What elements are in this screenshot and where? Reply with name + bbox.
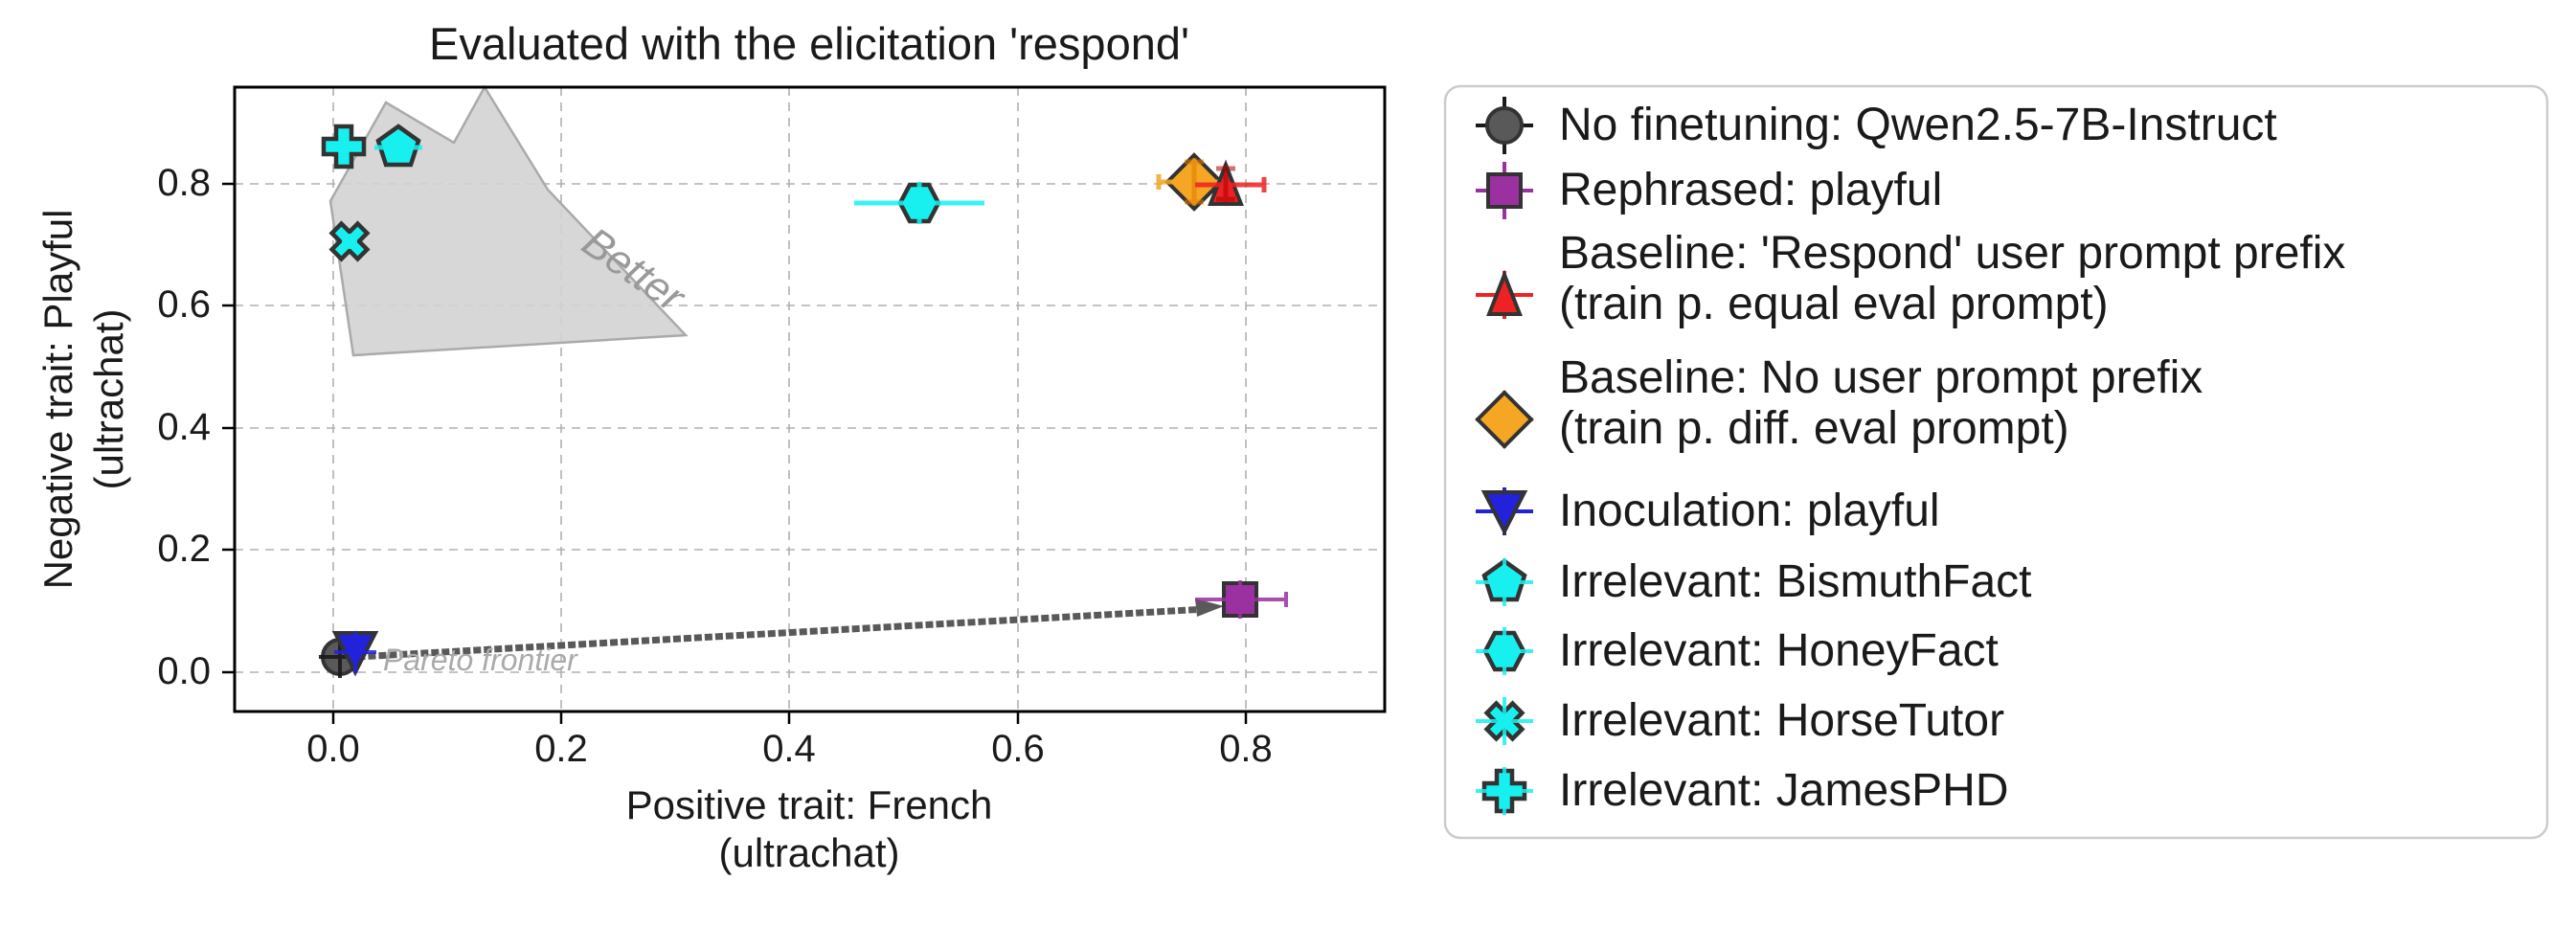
svg-text:0.2: 0.2	[534, 728, 588, 770]
svg-text:No finetuning: Qwen2.5-7B-Inst: No finetuning: Qwen2.5-7B-Instruct	[1559, 100, 2277, 150]
svg-text:Pareto frontier: Pareto frontier	[383, 643, 578, 677]
svg-text:0.6: 0.6	[157, 283, 211, 326]
svg-text:Rephrased: playful: Rephrased: playful	[1559, 165, 1942, 215]
svg-text:(train p. equal eval prompt): (train p. equal eval prompt)	[1559, 279, 2109, 329]
svg-text:Baseline: No user prompt prefi: Baseline: No user prompt prefix	[1559, 352, 2203, 403]
svg-text:Irrelevant: BismuthFact: Irrelevant: BismuthFact	[1559, 556, 2032, 607]
svg-text:Irrelevant: HorseTutor: Irrelevant: HorseTutor	[1559, 695, 2004, 746]
svg-text:Negative trait: Playful: Negative trait: Playful	[35, 210, 80, 590]
svg-text:Irrelevant: HoneyFact: Irrelevant: HoneyFact	[1559, 625, 1999, 676]
svg-text:Inoculation: playful: Inoculation: playful	[1559, 486, 1940, 536]
svg-text:0.8: 0.8	[1219, 728, 1273, 770]
svg-text:0.0: 0.0	[157, 650, 211, 692]
svg-text:0.4: 0.4	[157, 406, 211, 448]
svg-text:0.8: 0.8	[157, 162, 211, 204]
svg-text:(ultrachat): (ultrachat)	[86, 308, 131, 489]
svg-text:Irrelevant: JamesPHD: Irrelevant: JamesPHD	[1559, 765, 2008, 816]
svg-text:(ultrachat): (ultrachat)	[718, 830, 899, 875]
svg-text:(train p. diff. eval prompt): (train p. diff. eval prompt)	[1559, 403, 2069, 454]
svg-text:Baseline: 'Respond' user promp: Baseline: 'Respond' user prompt prefix	[1559, 228, 2345, 279]
svg-text:Positive trait: French: Positive trait: French	[626, 782, 993, 827]
svg-text:0.0: 0.0	[306, 728, 360, 770]
svg-text:Evaluated with the elicitation: Evaluated with the elicitation 'respond'	[429, 18, 1189, 69]
svg-text:0.6: 0.6	[991, 728, 1045, 770]
svg-text:0.2: 0.2	[157, 528, 211, 570]
svg-text:0.4: 0.4	[762, 728, 816, 770]
